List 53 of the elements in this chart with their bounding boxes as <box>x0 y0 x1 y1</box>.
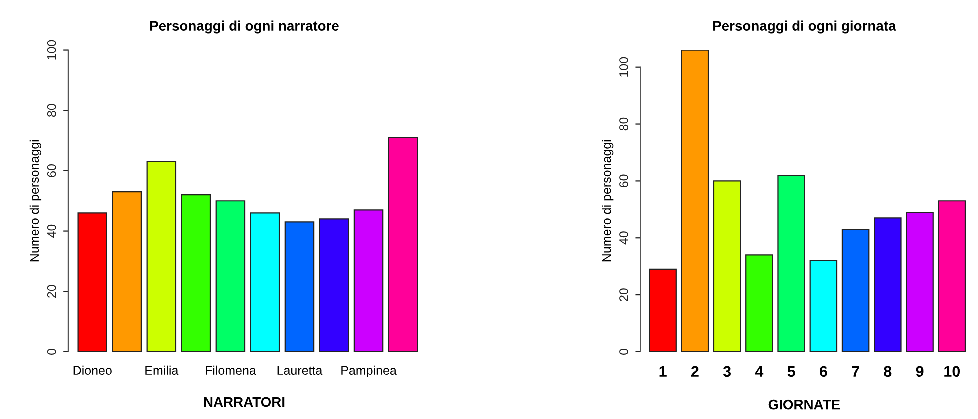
y-tick-label: 80 <box>620 118 628 131</box>
bar <box>649 268 677 352</box>
y-tick-label: 0 <box>47 348 56 355</box>
x-tick-label: Pampinea <box>342 366 397 378</box>
x-tick-label: 1 <box>660 366 667 377</box>
chart-title: Personaggi di ogni narratore <box>150 20 339 34</box>
x-tick-label: Filomena <box>206 366 256 376</box>
x-tick-label: Emilia <box>146 366 179 376</box>
y-tick-label: 60 <box>620 174 628 188</box>
x-tick-label: Dioneo <box>74 366 112 376</box>
x-tick-label: 6 <box>820 366 828 378</box>
bar <box>146 161 177 352</box>
x-tick-label: 2 <box>691 366 699 377</box>
x-tick-label: 8 <box>884 366 892 378</box>
x-tick-label: 4 <box>755 366 764 377</box>
x-tick-label: 7 <box>852 366 860 377</box>
bar <box>874 218 902 352</box>
y-tick-label: 20 <box>47 285 56 298</box>
bar <box>778 174 806 352</box>
bar <box>78 212 108 352</box>
bar <box>112 192 142 352</box>
y-tick-label: 20 <box>620 288 628 302</box>
x-tick-label: 10 <box>944 366 960 378</box>
y-tick-label: 80 <box>47 104 56 118</box>
bar <box>354 210 384 352</box>
bar <box>906 212 934 352</box>
bar <box>746 254 774 352</box>
bar <box>216 200 246 352</box>
y-tick-label: 100 <box>47 40 56 60</box>
x-tick-label: 9 <box>916 366 924 378</box>
y-tick-label: 60 <box>47 164 56 178</box>
y-tick-label: 0 <box>620 348 628 355</box>
bar <box>181 194 212 352</box>
bar <box>284 222 315 352</box>
bar <box>810 260 838 352</box>
x-tick-label: 5 <box>788 366 796 378</box>
bar <box>713 180 742 352</box>
bar <box>388 137 418 352</box>
y-axis-title: Numero di personaggi <box>602 140 614 262</box>
chart-title: Personaggi di ogni giornata <box>714 20 896 34</box>
x-tick-label: 3 <box>723 366 732 378</box>
y-tick-label: 40 <box>47 224 56 238</box>
x-tick-label: Lauretta <box>278 366 323 376</box>
x-axis-title: NARRATORI <box>204 397 285 408</box>
bar <box>250 212 280 352</box>
bar <box>842 229 870 352</box>
bar <box>938 200 966 352</box>
y-axis-title: Numero di personaggi <box>30 140 42 262</box>
x-axis-title: GIORNATE <box>768 400 840 410</box>
bar <box>681 50 710 352</box>
bar <box>319 218 350 352</box>
y-tick-label: 40 <box>620 232 628 245</box>
y-tick-label: 100 <box>620 57 628 77</box>
